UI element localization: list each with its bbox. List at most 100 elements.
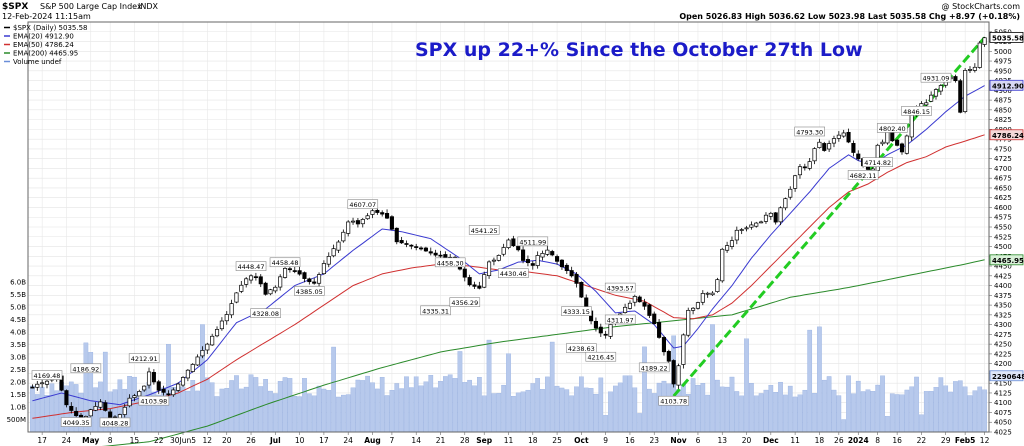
volume-bar <box>904 389 910 433</box>
y-tick-label: 4375 <box>994 292 1012 300</box>
price-label-box <box>449 297 481 307</box>
right-value-label-text: 4912.90 <box>992 82 1024 90</box>
candle-up <box>807 161 812 169</box>
x-tick-label: 11 <box>504 436 514 445</box>
candle-up <box>501 247 506 255</box>
x-tick-label: 22 <box>917 436 927 445</box>
volume-bar <box>409 387 414 433</box>
ema20-line <box>32 85 985 406</box>
volume-bar <box>180 386 186 433</box>
candle-up <box>176 383 181 391</box>
price-label: 4458.30 <box>434 257 466 267</box>
price-label-box <box>920 72 952 83</box>
price-label-text: 4511.99 <box>519 238 546 246</box>
volume-bar <box>715 379 720 433</box>
price-label-text: 4049.35 <box>63 419 90 427</box>
price-label-box <box>138 395 170 406</box>
volume-bar <box>690 378 696 433</box>
legend-entry: EMA(200) 4465.95 <box>13 50 78 58</box>
ema200-line <box>101 259 985 446</box>
volume-bar <box>603 415 608 433</box>
volume-bar <box>807 329 813 433</box>
candle-up <box>365 215 370 220</box>
right-value-label-box <box>989 129 1024 141</box>
price-label-box <box>294 286 325 296</box>
price-label: 4103.98 <box>138 395 170 406</box>
x-tick-label: 30Jun5 <box>170 436 196 445</box>
volume-bar <box>613 385 618 433</box>
volume-bar <box>622 375 628 433</box>
candle-down <box>307 278 312 283</box>
volume-bar <box>647 388 652 433</box>
volume-bar <box>588 388 594 433</box>
y-tick-label: 4550 <box>994 224 1012 232</box>
x-tick-label: 12 <box>980 436 990 445</box>
candle-down <box>161 388 166 393</box>
volume-bar <box>540 389 545 433</box>
price-label-text: 4333.15 <box>563 308 590 316</box>
price-label-box <box>128 353 160 363</box>
candle-up <box>686 309 691 336</box>
header-timestamp: 12-Feb-2024 11:15am <box>2 12 91 21</box>
x-tick-label: 13 <box>717 436 727 445</box>
volume-bar <box>477 376 482 433</box>
volume-bar <box>598 377 604 433</box>
volume-bar <box>413 376 419 433</box>
y-tick-label: 4750 <box>994 145 1012 153</box>
candle-up <box>841 132 846 137</box>
candle-down <box>890 131 895 142</box>
header-exchange: INDX <box>138 2 159 11</box>
price-label-text: 4682.11 <box>850 172 877 180</box>
volume-bar <box>948 391 953 433</box>
price-label: 4714.82 <box>862 157 893 167</box>
y-tick-label: 4825 <box>994 116 1012 124</box>
right-value-label-box <box>989 254 1024 266</box>
volume-bar <box>316 385 322 433</box>
volume-bar <box>530 383 536 433</box>
candle-up <box>608 324 613 337</box>
price-label-box <box>847 170 879 180</box>
volume-bar <box>292 396 298 433</box>
candle-up <box>725 245 730 251</box>
candle-down <box>899 143 905 153</box>
candle-down <box>671 360 676 385</box>
candle-up <box>676 365 681 386</box>
candle-down <box>530 263 535 266</box>
candle-up <box>200 350 205 357</box>
x-tick-label: 24 <box>62 436 72 445</box>
volume-bar <box>200 324 205 433</box>
volume-bar <box>306 393 312 433</box>
candle-down <box>394 227 399 243</box>
volume-bar <box>370 382 375 433</box>
candle-down <box>555 256 560 262</box>
volume-tick-label: 3.5B <box>10 341 26 349</box>
volume-bar <box>977 386 983 433</box>
price-label: 4049.35 <box>60 417 92 427</box>
volume-bar <box>277 381 283 433</box>
volume-bar <box>268 390 273 433</box>
price-label: 4931.09 <box>920 72 952 83</box>
volume-bar <box>389 390 395 433</box>
volume-bar <box>379 377 385 433</box>
candle-up <box>248 275 254 281</box>
volume-bar <box>54 390 60 433</box>
price-label-text: 4793.30 <box>796 128 823 136</box>
candle-down <box>428 251 433 254</box>
volume-tick-label: 6.0B <box>10 279 26 287</box>
y-tick-label: 4225 <box>994 350 1012 358</box>
price-label-text: 4328.08 <box>252 310 279 318</box>
y-tick-label: 4300 <box>994 321 1012 329</box>
x-tick-label: 23 <box>649 436 659 445</box>
candle-up <box>282 267 288 278</box>
x-tick-label: 26 <box>834 436 844 445</box>
candle-up <box>632 296 637 303</box>
header-symbol: $SPX <box>2 2 28 12</box>
y-tick-label: 4525 <box>994 233 1012 241</box>
price-label-text: 4186.92 <box>72 365 99 373</box>
price-label: 4189.22 <box>638 362 670 372</box>
candle-up <box>754 222 759 227</box>
candle-up <box>700 293 705 303</box>
y-tick-label: 4650 <box>994 184 1012 192</box>
price-label: 4186.92 <box>70 363 102 373</box>
volume-bar <box>287 378 293 433</box>
